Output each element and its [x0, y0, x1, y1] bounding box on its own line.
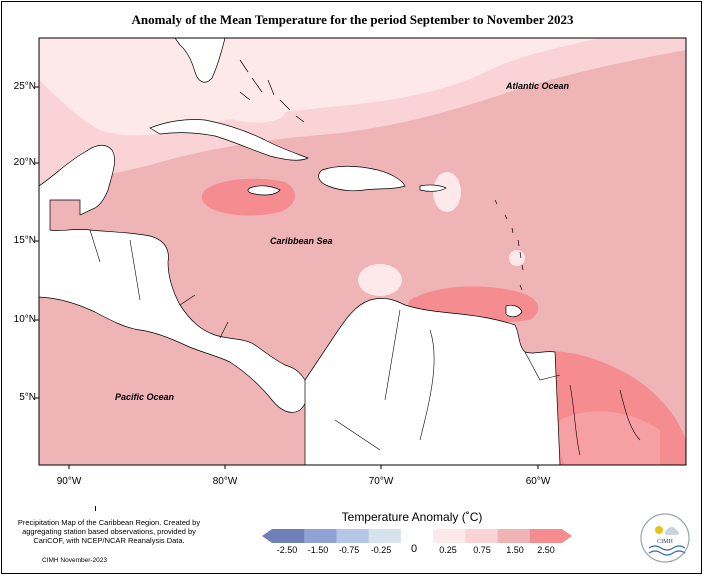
- legend-swatch: [529, 529, 563, 543]
- anomaly-zone-lightest-bahamas: [218, 98, 286, 123]
- cimh-logo: CIMH: [640, 513, 690, 563]
- anomaly-zone-warm-guianas-inner: [557, 411, 660, 465]
- legend-arrow-right: [562, 529, 572, 543]
- land-hispaniola: [318, 165, 406, 192]
- land-florida: [174, 38, 226, 83]
- label-atlantic-ocean: Atlantic Ocean: [506, 81, 570, 91]
- legend-swatch: [368, 529, 402, 543]
- legend-tick-label: -0.75: [338, 545, 360, 555]
- legend-title: Temperature Anomaly (˚C): [341, 510, 483, 524]
- country-borders: [334, 309, 641, 456]
- label-pacific-ocean: Pacific Ocean: [115, 392, 175, 402]
- lon-label-60w: 60°W: [525, 476, 551, 487]
- lat-label-15n: 15°N: [13, 235, 36, 246]
- legend-tick-label: -2.50: [276, 545, 298, 555]
- legend-colorbar: [262, 529, 572, 543]
- central-america-borders: [89, 229, 229, 339]
- land-jamaica: [247, 185, 281, 196]
- label-caribbean-sea: Caribbean Sea: [270, 236, 333, 246]
- sun-icon: [655, 526, 663, 534]
- legend-swatch: [272, 529, 305, 543]
- anomaly-spot-windward: [509, 250, 525, 266]
- legend-tick-label: -0.25: [370, 545, 392, 555]
- wave-icon: [648, 545, 686, 556]
- axis-ticks: [35, 86, 539, 469]
- legend-swatch: [304, 529, 337, 543]
- anomaly-zone-lightest-north: [39, 38, 600, 136]
- legend-tick-label: 2.50: [537, 545, 555, 555]
- legend-tick-label: 0.75: [473, 545, 491, 555]
- legend-arrow-left: [262, 529, 272, 543]
- logo-text: CIMH: [657, 539, 673, 545]
- legend-tick-label: 0: [410, 543, 418, 555]
- lat-label-10n: 10°N: [13, 314, 36, 325]
- land-cuba: [149, 119, 309, 161]
- credits-date: CIMH November-2023: [42, 557, 108, 564]
- lat-label-25n: 25°N: [13, 81, 36, 92]
- anomaly-spot-maracaibo: [358, 264, 402, 296]
- lon-label-80w: 80°W: [212, 476, 238, 487]
- legend-tick-label: 0.25: [439, 545, 457, 555]
- land-puerto-rico: [419, 184, 447, 192]
- land-central-america: [39, 144, 309, 413]
- legend-swatch: [433, 529, 466, 543]
- legend-tick-label: 1.50: [506, 545, 524, 555]
- legend-tick-label: -1.50: [307, 545, 329, 555]
- cloud-icon: [664, 527, 679, 535]
- land-bahamas: [239, 59, 305, 123]
- map-border: [38, 37, 687, 466]
- map-title: Anomaly of the Mean Temperature for the …: [131, 12, 574, 27]
- credits-text: Precipitation Map of the Caribbean Regio…: [17, 518, 201, 545]
- lat-label-5n: 5°N: [19, 392, 36, 403]
- lon-label-90w: 90°W: [56, 476, 82, 487]
- lon-label-70w: 70°W: [368, 476, 394, 487]
- legend-swatch: [336, 529, 370, 543]
- legend-swatch: [465, 529, 499, 543]
- lat-label-20n: 20°N: [13, 157, 36, 168]
- anomaly-spot-puerto-rico: [433, 172, 461, 212]
- land-lesser-antilles: [494, 199, 524, 291]
- land-trinidad: [505, 304, 523, 318]
- stray-tick: [95, 506, 96, 511]
- legend-swatch: [400, 529, 434, 543]
- legend-swatch: [497, 529, 531, 543]
